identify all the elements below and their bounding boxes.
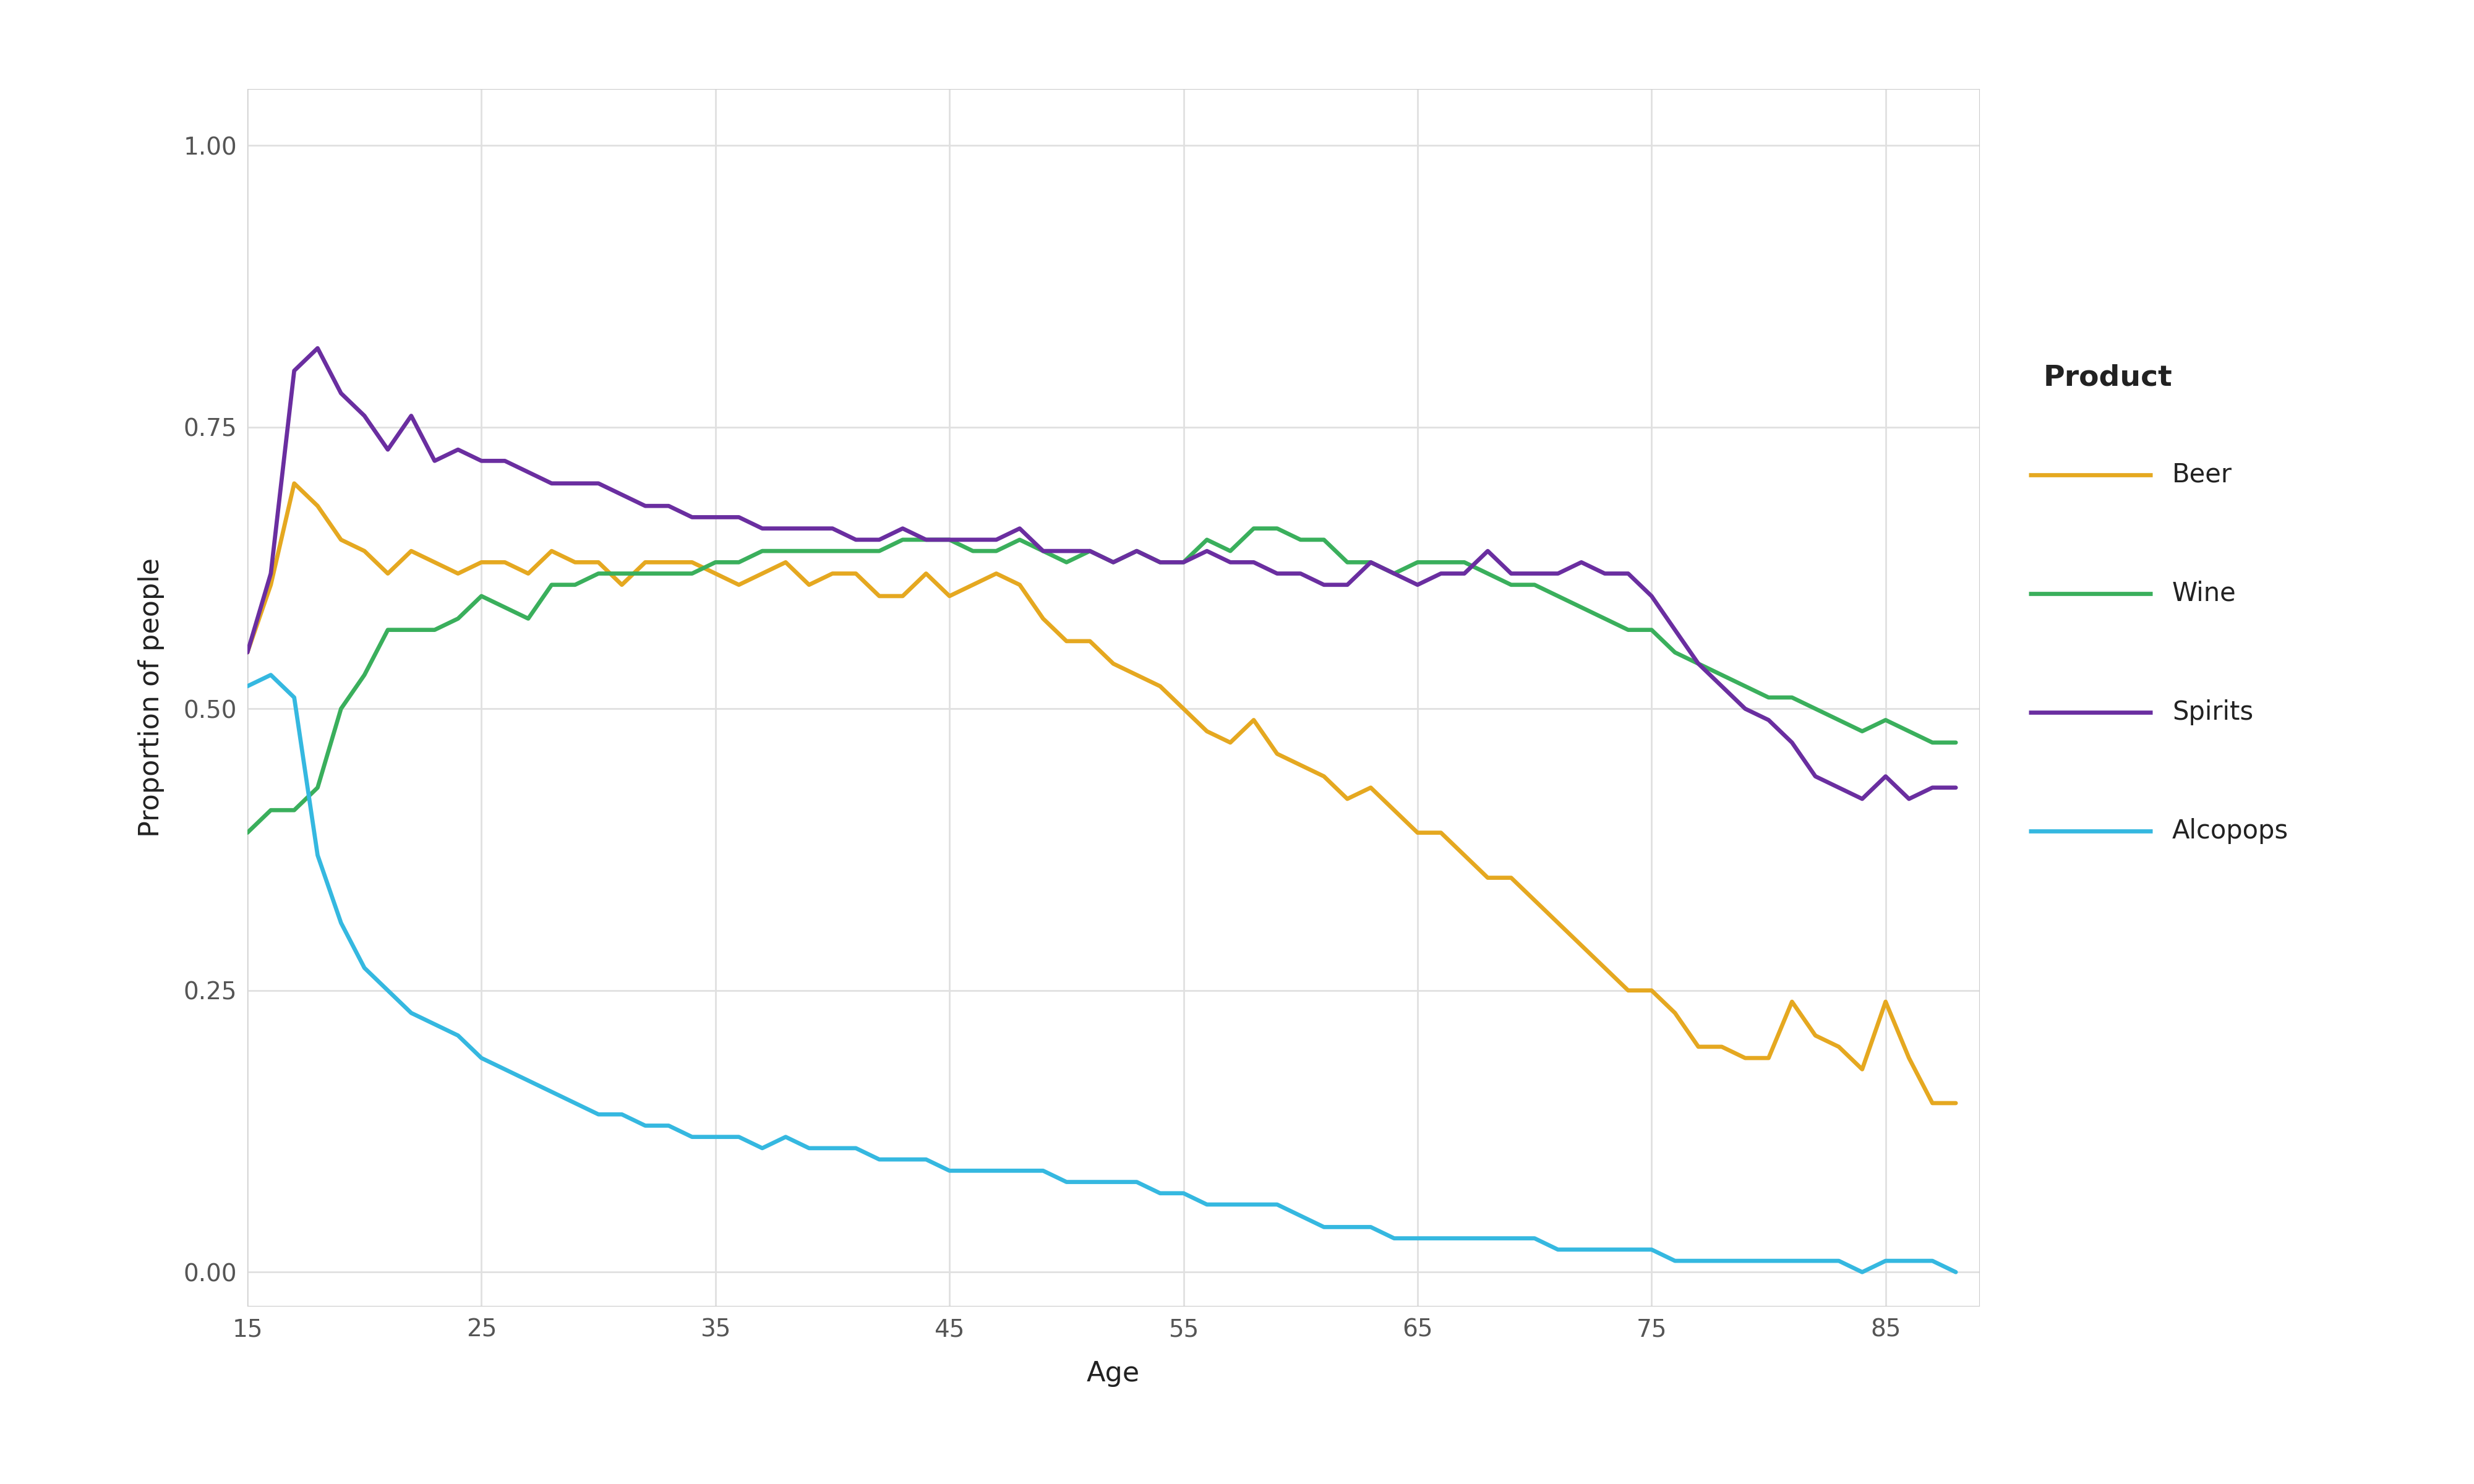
- Text: Beer: Beer: [2172, 462, 2232, 488]
- Alcopops: [233, 677, 262, 695]
- Alcopops: [1942, 1263, 1972, 1281]
- Line: Beer: Beer: [247, 484, 1957, 1103]
- Line: Wine: Wine: [247, 528, 1957, 833]
- Wine: [606, 564, 636, 582]
- Line: Alcopops: Alcopops: [247, 675, 1957, 1272]
- Spirits: [631, 497, 661, 515]
- Wine: [1192, 531, 1222, 549]
- Beer: [606, 576, 636, 594]
- Alcopops: [255, 666, 285, 684]
- Spirits: [816, 519, 846, 537]
- Beer: [1192, 723, 1222, 741]
- Alcopops: [606, 1106, 636, 1123]
- Alcopops: [816, 1140, 846, 1158]
- Spirits: [302, 340, 332, 358]
- Spirits: [1848, 789, 1878, 807]
- Beer: [816, 564, 846, 582]
- Text: Spirits: Spirits: [2172, 699, 2254, 726]
- Text: Alcopops: Alcopops: [2172, 818, 2288, 844]
- Spirits: [1215, 554, 1244, 571]
- Alcopops: [631, 1117, 661, 1135]
- Alcopops: [1848, 1263, 1878, 1281]
- Alcopops: [1801, 1252, 1831, 1270]
- Alcopops: [1215, 1196, 1244, 1214]
- Spirits: [1801, 767, 1831, 785]
- Alcopops: [1192, 1196, 1222, 1214]
- Text: Wine: Wine: [2172, 580, 2236, 607]
- Wine: [1942, 733, 1972, 751]
- Beer: [1801, 1027, 1831, 1045]
- Wine: [1801, 700, 1831, 718]
- Wine: [233, 824, 262, 841]
- Spirits: [606, 485, 636, 503]
- Beer: [233, 644, 262, 662]
- Spirits: [1192, 542, 1222, 559]
- Spirits: [233, 644, 262, 662]
- Text: Product: Product: [2044, 364, 2172, 392]
- Beer: [1917, 1094, 1947, 1112]
- Spirits: [1942, 779, 1972, 797]
- Wine: [794, 542, 824, 559]
- Line: Spirits: Spirits: [247, 349, 1957, 798]
- Wine: [584, 564, 614, 582]
- Beer: [280, 475, 309, 493]
- Beer: [1215, 733, 1244, 751]
- Wine: [1239, 519, 1269, 537]
- X-axis label: Age: Age: [1086, 1361, 1141, 1388]
- Wine: [1168, 554, 1197, 571]
- Y-axis label: Proportion of people: Proportion of people: [139, 558, 166, 837]
- Beer: [631, 554, 661, 571]
- Beer: [1942, 1094, 1972, 1112]
